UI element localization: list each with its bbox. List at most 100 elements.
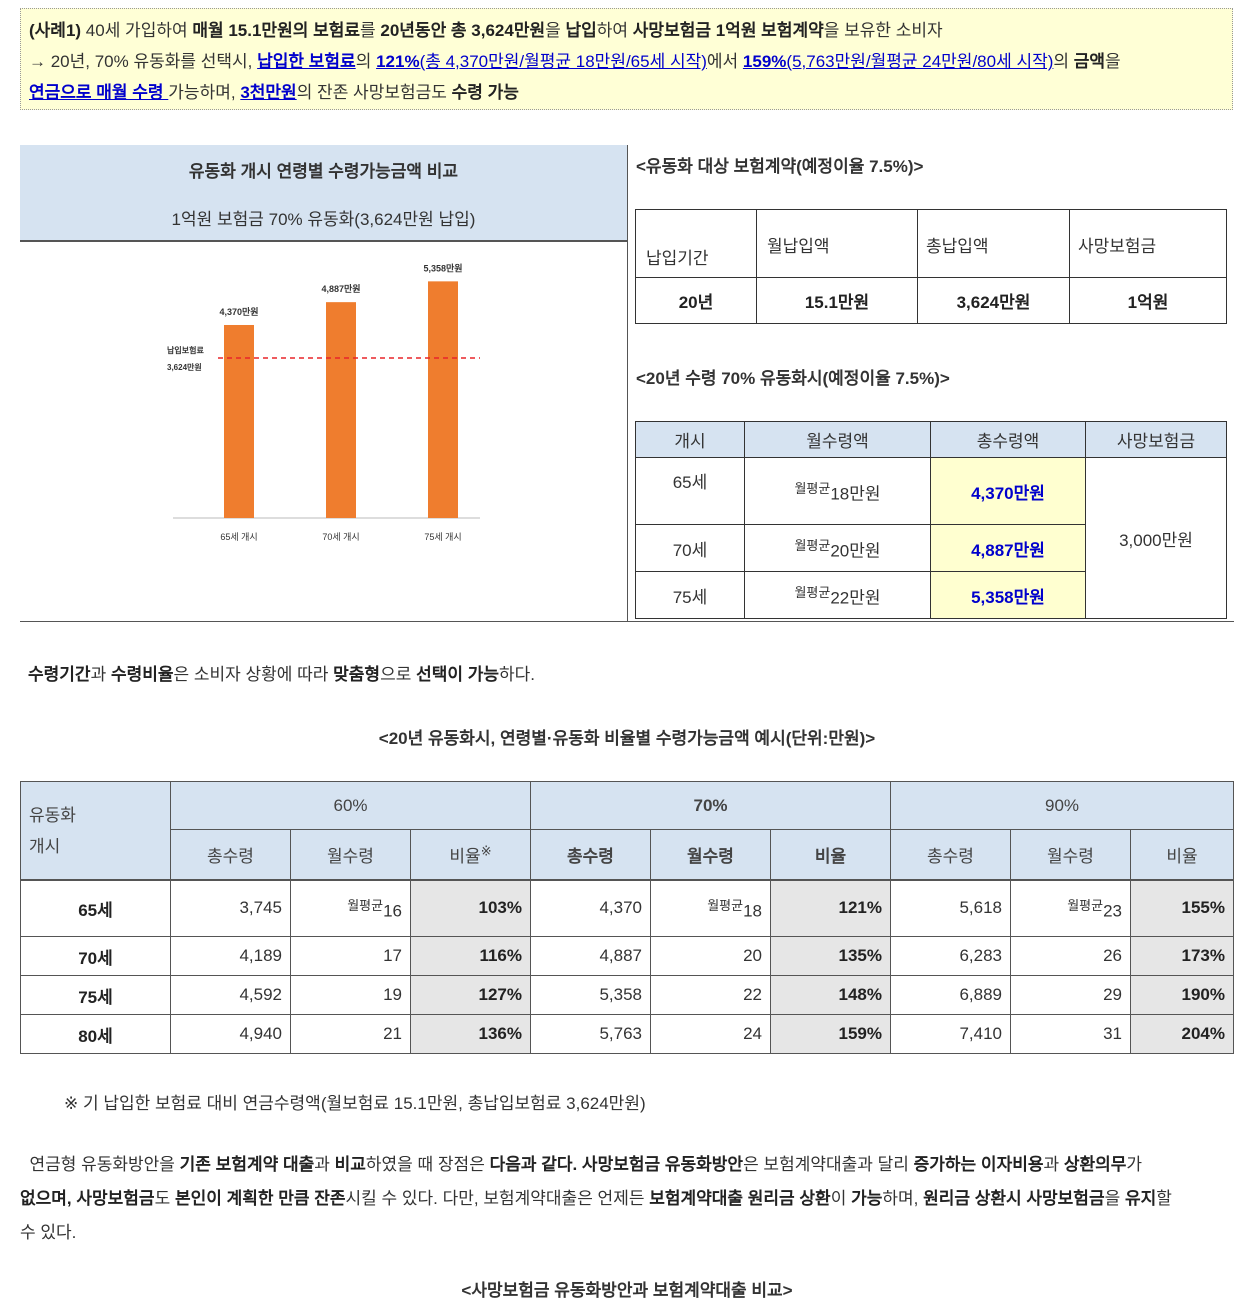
case-box: (사례1) 40세 가입하여 매월 15.1만원의 보험료를 20년동안 총 3… [20, 8, 1233, 110]
liq-age: 75세 [635, 571, 745, 619]
cell: 24 [650, 1014, 771, 1054]
cell: 5,763 [530, 1014, 651, 1054]
row-age: 75세 [20, 975, 171, 1015]
chart-bar [224, 324, 254, 518]
cell: 148% [770, 975, 891, 1015]
contract-table: 납입기간 월납입액 총납입액 사망보험금 20년 15.1만원 3,624만원 … [635, 209, 1227, 324]
cell: 135% [770, 936, 891, 976]
cell: 4,887 [530, 936, 651, 976]
cell: 6,283 [890, 936, 1011, 976]
cell: 3,745 [170, 879, 291, 937]
cell: 173% [1130, 936, 1234, 976]
contract-total: 3,624만원 [917, 277, 1070, 324]
liq-header-age: 개시 [635, 421, 745, 458]
cell: 116% [410, 936, 531, 976]
row-age: 70세 [20, 936, 171, 976]
cell: 190% [1130, 975, 1234, 1015]
chart-bar [428, 281, 458, 518]
contract-death: 1억원 [1069, 277, 1227, 324]
row-age: 65세 [20, 879, 171, 937]
cell: 159% [770, 1014, 891, 1054]
table-row: 80세 4,940 21 136% 5,763 24 159% 7,410 31… [20, 1014, 1234, 1054]
liq-header-total: 총수령액 [930, 421, 1086, 458]
sub-header: 총수령 [530, 829, 651, 880]
contract-header-death: 사망보험금 [1069, 209, 1227, 278]
panel-divider [627, 145, 628, 621]
cell: 127% [410, 975, 531, 1015]
chart-category-label: 75세 개시 [424, 532, 461, 542]
chart-panel-subtitle: 1억원 보험금 70% 유동화(3,624만원 납입) [171, 210, 476, 229]
paragraph-comparison: 연금형 유동화방안을 기존 보험계약 대출과 비교하였을 때 장점은 다음과 같… [20, 1155, 1172, 1242]
cell: 6,889 [890, 975, 1011, 1015]
sub-header: 총수령 [890, 829, 1011, 880]
contract-header-monthly: 월납입액 [756, 209, 918, 278]
liquidation-table-title: <20년 수령 70% 유동화시(예정이율 7.5%)> [636, 369, 950, 388]
chart-panel: 유동화 개시 연령별 수령가능금액 비교 1억원 보험금 70% 유동화(3,6… [20, 145, 627, 621]
liq-monthly: 월평균22만원 [744, 571, 931, 619]
example-table: 유동화 개시 60% 70% 90% 총수령 월수령 비율※ 총수령 월수령 비… [20, 781, 1234, 1054]
chart-category-label: 70세 개시 [322, 532, 359, 542]
chart-value-label: 4,887만원 [321, 283, 360, 294]
contract-header-total: 총납입액 [917, 209, 1070, 278]
bar-chart: 4,370만원 65세 개시 4,887만원 70세 개시 5,358만원 75세 개시 납… [167, 262, 480, 542]
cell: 29 [1010, 975, 1131, 1015]
cell: 17 [290, 936, 411, 976]
example-table-title: <20년 유동화시, 연령별·유동화 비율별 수령가능금액 예시(단위:만원)> [378, 729, 876, 748]
chart-bar [326, 302, 356, 518]
contract-period: 20년 [635, 277, 757, 324]
case-line-1: (사례1) 40세 가입하여 매월 15.1만원의 보험료를 20년동안 총 3… [29, 21, 943, 40]
sub-header: 비율※ [410, 829, 531, 880]
cell: 20 [650, 936, 771, 976]
cell: 월평균16 [290, 879, 411, 937]
cell: 4,940 [170, 1014, 291, 1054]
footnote: ※ 기 납입한 보험료 대비 연금수령액(월보험료 15.1만원, 총납입보험료… [64, 1094, 646, 1113]
sub-header: 총수령 [170, 829, 291, 880]
chart-category-label: 65세 개시 [220, 532, 257, 542]
group-70: 70% [530, 781, 891, 830]
example-corner: 유동화 개시 [20, 781, 171, 880]
chart-panel-header: 유동화 개시 연령별 수령가능금액 비교 1억원 보험금 70% 유동화(3,6… [20, 145, 627, 242]
bottom-title: <사망보험금 유동화방안과 보험계약대출 비교> [461, 1281, 793, 1300]
cell: 121% [770, 879, 891, 937]
cell: 4,189 [170, 936, 291, 976]
sub-header: 월수령 [1010, 829, 1131, 880]
cell: 31 [1010, 1014, 1131, 1054]
paragraph-selection: 수령기간과 수령비율은 소비자 상황에 따라 맞춤형으로 선택이 가능하다. [28, 665, 536, 684]
cell: 4,370 [530, 879, 651, 937]
cell: 103% [410, 879, 531, 937]
liq-total: 4,370만원 [930, 457, 1086, 525]
chart-value-label: 4,370만원 [219, 306, 258, 317]
cell: 26 [1010, 936, 1131, 976]
contract-table-title: <유동화 대상 보험계약(예정이율 7.5%)> [636, 157, 924, 176]
chart-reference-label: 납입보험료 [167, 345, 204, 355]
cell: 19 [290, 975, 411, 1015]
group-60: 60% [170, 781, 531, 830]
group-90: 90% [890, 781, 1234, 830]
liq-header-monthly: 월수령액 [744, 421, 931, 458]
table-row: 70세 4,189 17 116% 4,887 20 135% 6,283 26… [20, 936, 1234, 976]
chart-reference-value: 3,624만원 [167, 362, 202, 372]
liq-monthly: 월평균20만원 [744, 524, 931, 572]
contract-monthly: 15.1만원 [756, 277, 918, 324]
case-line-2: → 20년, 70% 유동화를 선택시, 납입한 보험료의 121%(총 4,3… [29, 52, 1121, 71]
table-row: 65세 3,745 월평균16 103% 4,370 월평균18 121% 5,… [20, 879, 1234, 937]
section-divider [20, 621, 1234, 622]
cell: 22 [650, 975, 771, 1015]
cell: 21 [290, 1014, 411, 1054]
sub-header: 비율 [1130, 829, 1234, 880]
sub-header: 비율 [770, 829, 891, 880]
cell: 5,358 [530, 975, 651, 1015]
chart-panel-title: 유동화 개시 연령별 수령가능금액 비교 [188, 162, 459, 181]
cell: 136% [410, 1014, 531, 1054]
liq-header-death: 사망보험금 [1085, 421, 1227, 458]
cell: 월평균18 [650, 879, 771, 937]
liq-total: 4,887만원 [930, 524, 1086, 572]
liq-age: 65세 [635, 457, 745, 525]
liquidation-table: 개시 월수령액 총수령액 사망보험금 65세 월평균18만원 4,370만원 3… [635, 421, 1227, 619]
contract-header-period: 납입기간 [635, 209, 757, 278]
case-line-3: 연금으로 매월 수령 가능하며, 3천만원의 잔존 사망보험금도 수령 가능 [29, 83, 519, 102]
table-row: 75세 4,592 19 127% 5,358 22 148% 6,889 29… [20, 975, 1234, 1015]
chart-value-label: 5,358만원 [423, 262, 462, 273]
cell: 4,592 [170, 975, 291, 1015]
liq-total: 5,358만원 [930, 571, 1086, 619]
